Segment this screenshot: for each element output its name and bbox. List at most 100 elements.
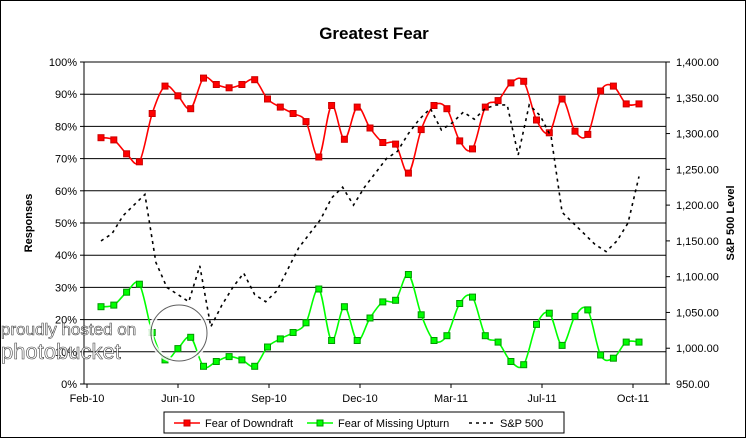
data-point-fear-of-downdraft — [417, 126, 425, 134]
series-layer — [97, 74, 643, 370]
y-axis-left-title: Responses — [23, 194, 35, 253]
y-right-tick-label: 1,300.00 — [676, 129, 719, 141]
data-point-fear-of-missing-upturn — [110, 301, 118, 309]
data-point-fear-of-downdraft — [251, 76, 259, 84]
data-point-fear-of-downdraft — [366, 124, 374, 132]
data-point-fear-of-missing-upturn — [469, 293, 476, 301]
data-point-fear-of-downdraft — [315, 153, 323, 161]
watermark-logo-ring-outline — [150, 304, 208, 362]
y-left-tick-label: 10% — [55, 347, 77, 359]
data-point-fear-of-missing-upturn — [123, 288, 131, 296]
data-point-fear-of-missing-upturn — [417, 311, 425, 319]
data-point-fear-of-downdraft — [161, 82, 169, 90]
data-point-fear-of-downdraft — [404, 169, 412, 177]
data-point-fear-of-missing-upturn — [392, 296, 400, 304]
data-point-fear-of-missing-upturn — [328, 337, 336, 344]
data-point-fear-of-missing-upturn — [187, 333, 195, 341]
data-point-fear-of-missing-upturn — [251, 362, 259, 370]
data-point-fear-of-downdraft — [520, 77, 528, 85]
y-right-tick-label: 1,350.00 — [676, 93, 719, 105]
x-tick-label: Mar-11 — [434, 393, 468, 405]
legend-box — [163, 411, 565, 434]
data-point-fear-of-missing-upturn — [264, 343, 271, 351]
x-tick-label: Jul-11 — [527, 393, 556, 405]
data-point-fear-of-missing-upturn — [97, 303, 105, 311]
data-point-fear-of-downdraft — [558, 95, 566, 103]
legend-label-fear-of-missing-upturn: Fear of Missing Upturn — [338, 418, 449, 430]
x-tick-label: Oct-11 — [617, 393, 649, 405]
data-point-fear-of-downdraft — [123, 150, 131, 158]
y-left-tick-label: 60% — [55, 186, 77, 198]
data-point-fear-of-downdraft — [97, 134, 105, 142]
y-right-tick-label: 950.00 — [676, 379, 710, 391]
data-point-fear-of-downdraft — [456, 137, 464, 145]
data-point-fear-of-downdraft — [597, 87, 605, 95]
data-point-fear-of-downdraft — [264, 95, 271, 103]
y-right-tick-label: 1,400.00 — [676, 57, 719, 69]
data-point-fear-of-downdraft — [635, 100, 643, 108]
data-point-fear-of-downdraft — [584, 130, 592, 138]
y-left-tick-label: 40% — [55, 250, 77, 262]
data-point-fear-of-downdraft — [507, 79, 515, 87]
data-point-fear-of-missing-upturn — [533, 320, 540, 328]
x-tick-label: Jun-10 — [161, 393, 195, 405]
data-point-fear-of-missing-upturn — [200, 362, 207, 370]
data-point-fear-of-downdraft — [443, 105, 451, 113]
data-point-fear-of-missing-upturn — [404, 271, 412, 278]
y-right-tick-label: 1,050.00 — [676, 307, 719, 319]
data-point-fear-of-downdraft — [187, 105, 195, 113]
data-point-fear-of-missing-upturn — [302, 319, 310, 327]
data-point-fear-of-downdraft — [276, 103, 284, 111]
legend-marker-fear-of-missing-upturn — [316, 419, 324, 427]
watermark-text-1: proudly hosted on — [1, 320, 136, 339]
data-point-fear-of-downdraft — [481, 103, 489, 111]
y-axis-right-title: S&P 500 Level — [725, 185, 737, 260]
data-point-fear-of-downdraft — [469, 145, 476, 153]
data-point-fear-of-missing-upturn — [456, 300, 464, 307]
data-point-fear-of-downdraft — [379, 139, 387, 146]
legend-label-s-p-500: S&P 500 — [500, 418, 543, 430]
legend-marker-fear-of-downdraft — [183, 419, 191, 427]
data-point-fear-of-missing-upturn — [379, 298, 387, 306]
data-point-fear-of-downdraft — [135, 158, 143, 166]
data-point-fear-of-downdraft — [328, 102, 336, 109]
chart-title: Greatest Fear — [319, 24, 429, 43]
data-point-fear-of-downdraft — [533, 116, 540, 124]
y-axis-left: 0% 10% 20% 30% 40% 50% 60% 70% 80% 90% 100% — [49, 57, 84, 391]
data-point-fear-of-missing-upturn — [212, 358, 220, 365]
data-point-fear-of-downdraft — [148, 110, 156, 117]
data-point-fear-of-missing-upturn — [609, 354, 617, 362]
data-point-fear-of-missing-upturn — [558, 341, 566, 349]
y-right-tick-label: 1,200.00 — [676, 200, 719, 212]
data-point-fear-of-missing-upturn — [584, 306, 592, 314]
data-point-fear-of-missing-upturn — [571, 312, 579, 320]
data-point-fear-of-missing-upturn — [238, 356, 246, 364]
data-point-fear-of-downdraft — [340, 135, 348, 143]
data-point-fear-of-missing-upturn — [135, 280, 143, 288]
photobucket-watermark: proudly hosted on photobucket — [1, 302, 210, 364]
data-point-fear-of-downdraft — [302, 118, 310, 126]
data-point-fear-of-missing-upturn — [340, 303, 348, 311]
data-point-fear-of-missing-upturn — [289, 329, 297, 336]
data-point-fear-of-missing-upturn — [353, 337, 361, 344]
data-point-fear-of-downdraft — [622, 100, 630, 108]
data-point-fear-of-missing-upturn — [520, 361, 528, 369]
x-tick-label: Feb-10 — [70, 393, 105, 405]
data-point-fear-of-downdraft — [353, 103, 361, 111]
data-point-fear-of-downdraft — [238, 81, 246, 88]
data-point-fear-of-missing-upturn — [635, 338, 643, 346]
data-point-fear-of-missing-upturn — [507, 358, 515, 365]
series-line-s-p-500 — [100, 103, 640, 330]
x-tick-label: Dec-10 — [342, 393, 377, 405]
y-left-tick-label: 70% — [55, 154, 77, 166]
y-axis-right: 950.00 1,000.00 1,050.00 1,100.00 1,150.00 1,… — [666, 57, 719, 391]
data-point-fear-of-downdraft — [289, 110, 297, 117]
y-right-tick-label: 1,100.00 — [676, 272, 719, 284]
y-right-tick-label: 1,150.00 — [676, 236, 719, 248]
legend: Fear of Downdraft Fear of Missing Upturn S… — [163, 411, 565, 434]
data-point-fear-of-missing-upturn — [366, 314, 374, 322]
data-point-fear-of-downdraft — [200, 74, 207, 82]
data-point-fear-of-downdraft — [225, 84, 233, 92]
